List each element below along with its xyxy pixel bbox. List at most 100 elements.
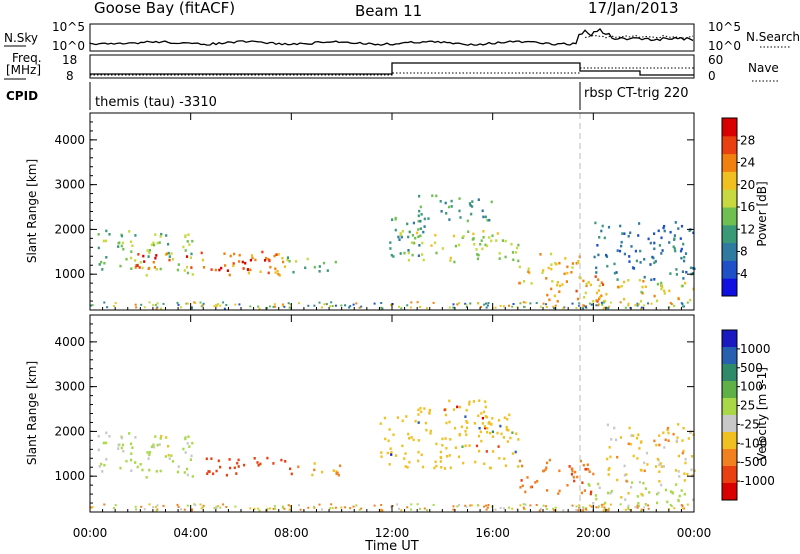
heatmap-cell xyxy=(419,507,421,510)
heatmap-cell xyxy=(168,457,171,460)
heatmap-cell xyxy=(675,439,679,442)
heatmap-cell xyxy=(275,253,278,256)
heatmap-cell xyxy=(134,234,137,237)
heatmap-cell xyxy=(421,241,424,245)
heatmap-cell xyxy=(412,221,415,225)
heatmap-cell xyxy=(130,267,133,270)
heatmap-cell xyxy=(158,443,161,446)
heatmap-cell xyxy=(390,304,393,307)
heatmap-cell xyxy=(190,252,193,256)
heatmap-cell xyxy=(683,479,686,482)
heatmap-cell xyxy=(594,275,597,278)
heatmap-cell xyxy=(153,266,156,269)
heatmap-cell xyxy=(410,301,413,304)
heatmap-cell xyxy=(274,507,277,510)
colorbar-swatch xyxy=(722,347,737,365)
heatmap-cell xyxy=(598,505,600,508)
colorbar-tick-label: 28 xyxy=(740,133,755,147)
heatmap-cell xyxy=(608,467,611,470)
heatmap-cell xyxy=(183,471,186,474)
heatmap-cell xyxy=(125,459,128,463)
heatmap-cell xyxy=(619,503,622,506)
heatmap-cell xyxy=(156,302,159,305)
heatmap-cell xyxy=(478,399,481,402)
heatmap-cell xyxy=(519,302,522,305)
colorbar-swatch xyxy=(722,449,737,467)
colorbar-tick-label: -500 xyxy=(740,455,767,469)
power-colorbar-label: Power [dB] xyxy=(755,181,769,246)
heatmap-cell xyxy=(692,474,695,477)
heatmap-cell xyxy=(103,301,106,304)
heatmap-cell xyxy=(481,416,484,420)
heatmap-cell xyxy=(146,249,149,252)
heatmap-cell xyxy=(249,268,252,272)
heatmap-cell xyxy=(597,482,600,486)
heatmap-cell xyxy=(496,232,499,235)
heatmap-cell xyxy=(448,420,451,424)
heatmap-cell xyxy=(647,507,650,510)
heatmap-cell xyxy=(419,205,422,209)
heatmap-cell xyxy=(582,507,585,510)
heatmap-cell xyxy=(536,479,539,483)
heatmap-cell xyxy=(412,438,415,442)
heatmap-cell xyxy=(128,230,131,233)
heatmap-cell xyxy=(103,463,106,467)
heatmap-cell xyxy=(627,506,630,509)
heatmap-cell xyxy=(503,457,506,460)
heatmap-cell xyxy=(400,307,403,310)
heatmap-cell xyxy=(287,302,290,305)
heatmap-cell xyxy=(155,268,158,271)
heatmap-cell xyxy=(553,509,556,512)
heatmap-cell xyxy=(187,435,190,438)
heatmap-cell xyxy=(401,444,404,448)
heatmap-cell xyxy=(690,468,693,472)
heatmap-cell xyxy=(597,253,600,257)
heatmap-cell xyxy=(643,469,646,473)
heatmap-cell xyxy=(150,445,153,449)
heatmap-cell xyxy=(627,279,630,282)
heatmap-cell xyxy=(282,260,285,264)
heatmap-cell xyxy=(423,217,426,221)
heatmap-cell xyxy=(459,405,462,409)
heatmap-cell xyxy=(662,226,665,230)
heatmap-cell xyxy=(508,413,511,417)
heatmap-cell xyxy=(485,504,488,507)
heatmap-cell xyxy=(148,503,151,506)
heatmap-cell xyxy=(452,234,456,238)
y-tick-label: 2000 xyxy=(54,222,85,236)
heatmap-cell xyxy=(617,285,620,289)
heatmap-cell xyxy=(625,473,628,476)
heatmap-cell xyxy=(639,299,643,303)
colorbar-swatch xyxy=(722,153,737,172)
y-tick-label: 2000 xyxy=(54,424,85,438)
heatmap-cell xyxy=(691,455,694,458)
heatmap-cell xyxy=(417,450,420,454)
heatmap-cell xyxy=(677,454,680,458)
heatmap-cell xyxy=(489,431,492,435)
heatmap-cell xyxy=(682,449,685,453)
heatmap-cell xyxy=(313,462,316,465)
heatmap-cell xyxy=(396,416,399,419)
heatmap-cell xyxy=(570,271,573,274)
heatmap-cell xyxy=(542,504,545,507)
heatmap-cell xyxy=(629,231,632,235)
heatmap-cell xyxy=(440,210,443,213)
colorbar-swatch xyxy=(722,260,737,279)
heatmap-cell xyxy=(191,239,194,243)
heatmap-cell xyxy=(379,509,382,512)
heatmap-cell xyxy=(208,470,211,473)
heatmap-cell xyxy=(185,302,188,305)
heatmap-cell xyxy=(450,205,453,208)
heatmap-cell xyxy=(258,307,261,310)
heatmap-cell xyxy=(556,283,559,287)
colorbar-swatch xyxy=(722,135,737,155)
heatmap-cell xyxy=(464,504,467,507)
heatmap-cell xyxy=(113,305,116,307)
heatmap-cell xyxy=(153,243,156,247)
heatmap-cell xyxy=(191,441,194,445)
heatmap-cell xyxy=(435,251,438,255)
heatmap-cell xyxy=(105,431,108,435)
heatmap-cell xyxy=(658,470,661,473)
y-tick-label: 4000 xyxy=(54,335,85,349)
heatmap-cell xyxy=(606,264,609,268)
